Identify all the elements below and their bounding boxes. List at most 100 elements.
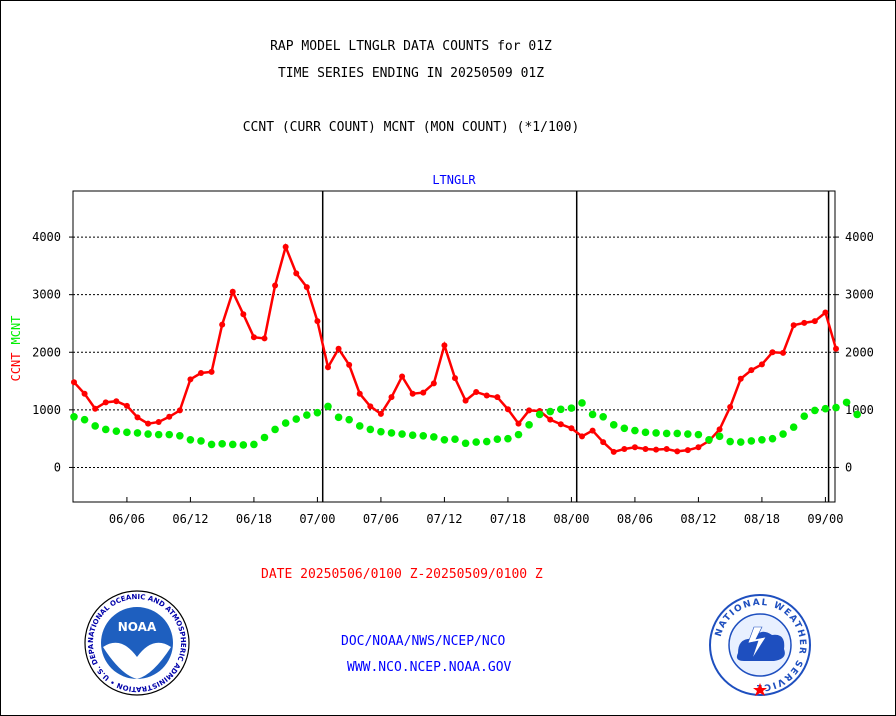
data-point — [461, 439, 470, 448]
data-point — [314, 318, 321, 325]
data-point — [504, 406, 511, 413]
data-point — [272, 282, 279, 289]
series-lines — [70, 242, 861, 455]
data-point — [303, 411, 311, 419]
data-point — [716, 426, 723, 433]
data-point — [758, 436, 766, 444]
data-point — [208, 368, 215, 375]
data-point — [145, 420, 152, 427]
x-tick-label: 08/12 — [680, 512, 716, 526]
data-point — [653, 446, 660, 453]
data-point — [631, 444, 638, 451]
data-point — [811, 318, 818, 325]
data-point — [600, 439, 607, 446]
data-point — [662, 429, 671, 438]
y-axis-label-ccnt: CCNT — [9, 353, 23, 382]
data-point — [154, 430, 163, 439]
data-point — [133, 429, 142, 437]
data-point — [409, 390, 416, 397]
data-point — [430, 433, 438, 441]
data-point — [197, 437, 205, 445]
data-point — [599, 412, 607, 421]
nws-logo: NATIONAL WEATHER SERVICE — [709, 594, 811, 696]
data-point — [176, 407, 183, 414]
data-point — [441, 342, 448, 349]
data-point — [768, 434, 777, 443]
x-tick-label: 07/18 — [490, 512, 526, 526]
data-point — [387, 429, 396, 437]
noaa-logo: NATIONAL OCEANIC AND ATMOSPHERIC ADMINIS… — [81, 589, 190, 696]
footer-url[interactable]: WWW.NCO.NCEP.NOAA.GOV — [347, 660, 512, 675]
data-point — [715, 432, 724, 441]
month-boundaries — [321, 191, 830, 502]
data-point — [377, 427, 385, 436]
data-point — [398, 430, 406, 438]
data-point — [419, 431, 428, 440]
data-point — [80, 415, 89, 424]
data-point — [388, 394, 395, 401]
data-point — [641, 428, 650, 437]
data-point — [673, 429, 682, 438]
data-point — [482, 437, 491, 446]
chart-title-line2: TIME SERIES ENDING IN 20250509 01Z — [277, 66, 545, 81]
data-point — [399, 373, 406, 380]
data-point — [694, 430, 703, 439]
data-point — [748, 367, 755, 374]
y-tick-label-left: 1000 — [32, 403, 61, 417]
data-point — [811, 406, 819, 415]
data-point — [155, 418, 162, 425]
data-point — [705, 436, 713, 444]
panel-title: LTNGLR — [432, 173, 476, 187]
data-point — [769, 349, 776, 356]
data-point — [822, 309, 829, 316]
data-point — [102, 399, 109, 406]
data-point — [853, 410, 861, 419]
data-point — [588, 410, 597, 419]
y-axis-label-mcnt: MCNT — [9, 316, 23, 345]
data-point — [218, 440, 226, 448]
data-point — [758, 361, 765, 368]
x-tick-label: 08/18 — [744, 512, 780, 526]
data-point — [535, 410, 544, 419]
y-tick-label-right: 4000 — [845, 230, 874, 244]
data-point — [546, 407, 555, 416]
data-point — [70, 412, 78, 421]
data-point — [166, 413, 173, 420]
x-tick-label: 07/00 — [299, 512, 335, 526]
data-point — [346, 361, 353, 368]
data-point — [579, 433, 585, 440]
data-point — [420, 389, 427, 396]
data-point — [261, 335, 268, 342]
data-point — [568, 425, 575, 432]
y-tick-label-left: 2000 — [32, 345, 61, 359]
data-point — [737, 375, 744, 382]
data-point — [198, 369, 204, 376]
grid-lines — [73, 236, 835, 468]
data-point — [207, 440, 216, 449]
data-point — [325, 364, 331, 371]
data-point — [462, 397, 469, 404]
data-point — [695, 444, 702, 451]
data-point — [631, 426, 639, 435]
data-point — [726, 437, 734, 446]
x-tick-label: 06/06 — [109, 512, 145, 526]
data-point — [123, 428, 131, 437]
data-point — [81, 390, 88, 397]
y-tick-label-left: 3000 — [32, 288, 61, 302]
data-point — [250, 440, 258, 449]
x-tick-label: 07/06 — [363, 512, 399, 526]
data-point — [557, 405, 565, 414]
data-point — [113, 398, 120, 405]
data-point — [335, 345, 342, 352]
data-point — [260, 433, 269, 442]
data-point — [842, 398, 851, 407]
data-point — [240, 311, 247, 318]
data-point — [187, 376, 194, 383]
data-point — [92, 405, 99, 412]
data-point — [494, 394, 501, 401]
footer-org: DOC/NOAA/NWS/NCEP/NCO — [341, 634, 506, 649]
data-point — [144, 430, 152, 438]
data-point — [176, 431, 184, 440]
date-range: DATE 20250506/0100 Z-20250509/0100 Z — [261, 567, 543, 582]
y-tick-label-left: 4000 — [32, 230, 61, 244]
